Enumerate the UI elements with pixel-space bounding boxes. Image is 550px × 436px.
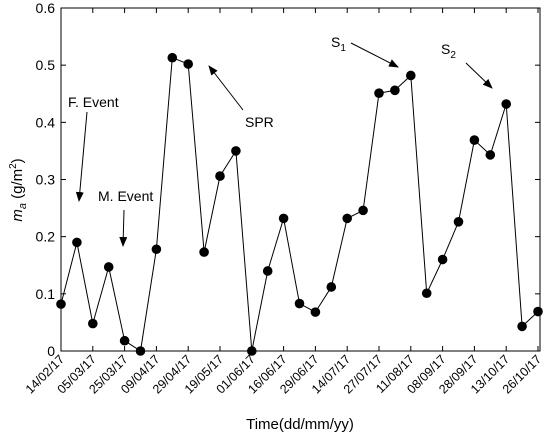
annotation-spr: SPR [208,65,274,130]
annotation-s2-arrow [465,62,493,89]
annotation-spr-text: SPR [245,114,274,130]
y-tick-label: 0.1 [36,286,56,302]
annotation-m-event-text: M. Event [98,188,153,204]
data-point [215,171,225,181]
data-point [231,146,241,156]
data-point [342,213,353,224]
annotation-s1: S1 [331,34,399,68]
data-point [199,247,209,257]
data-point [310,307,321,317]
data-point [119,335,130,346]
data-point [294,298,305,309]
data-point [135,346,146,356]
data-point [278,213,289,224]
y-tick-label: 0 [47,343,55,359]
y-tick-label: 0.6 [36,0,56,16]
annotation-f-event: F. Event [68,94,119,202]
data-point [533,306,543,317]
annotation-m-event-arrow [119,209,128,247]
data-point [406,70,416,81]
data-point [103,262,114,272]
y-tick-label: 0.3 [36,172,56,188]
annotation-m-event: M. Event [98,188,153,247]
y-axis-label: ma (g/m2) [8,158,29,221]
data-point [358,205,368,216]
annotation-s2-text: S2 [441,41,456,61]
data-point [485,150,496,160]
data-point [183,59,193,69]
data-point [501,99,512,109]
data-point [390,85,400,96]
y-tick-label: 0.4 [36,114,56,130]
data-points [56,52,543,356]
annotation-f-event-text: F. Event [68,94,119,110]
data-point [326,282,337,292]
data-point [421,288,432,299]
y-tick-label: 0.5 [36,57,56,73]
data-point [262,266,273,276]
data-point [72,237,82,248]
data-point [453,217,464,227]
data-point [56,299,66,309]
x-axis-label: Time(dd/mm/yy) [246,416,354,433]
annotation-s2: S2 [441,41,493,89]
data-point [374,88,384,98]
data-point [151,244,162,255]
y-axis-ticks: 0 0.1 0.2 0.3 0.4 0.5 0.6 [36,0,540,359]
annotation-s1-arrow [350,42,399,68]
data-point [437,254,448,265]
data-point [517,321,527,332]
data-point [167,52,178,63]
y-tick-label: 0.2 [36,229,56,245]
annotation-f-event-arrow [75,111,88,202]
data-point [88,318,98,329]
data-point [469,135,480,145]
annotation-spr-arrow [208,65,244,111]
annotation-s1-text: S1 [331,34,346,54]
data-point [247,346,257,356]
